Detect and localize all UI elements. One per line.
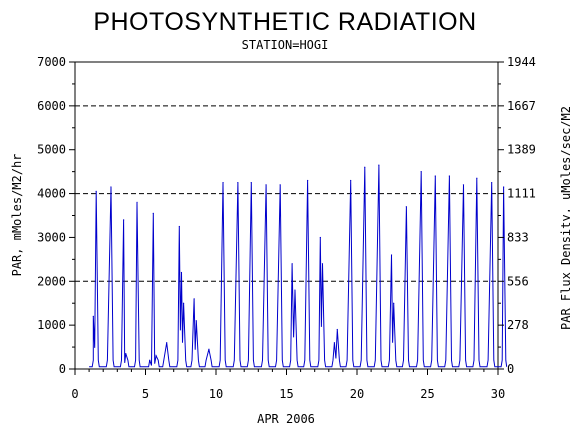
x-axis-label: APR 2006 <box>257 412 315 426</box>
y-tick-label-left: 6000 <box>37 99 66 113</box>
y-axis-label-right: PAR Flux Density, uMoles/sec/M2 <box>559 106 570 330</box>
x-tick-label: 20 <box>350 387 364 401</box>
daily-peak-point <box>307 179 309 182</box>
y-tick-label-left: 4000 <box>37 187 66 201</box>
daily-peak-point <box>180 271 183 274</box>
x-tick-label: 0 <box>71 387 78 401</box>
daily-peak-point <box>294 289 296 291</box>
y-tick-label-right: 1111 <box>507 187 536 201</box>
y-tick-label-left: 1000 <box>37 318 66 332</box>
daily-peak-point <box>491 182 493 184</box>
daily-peak-point <box>476 177 478 179</box>
daily-peak-point <box>110 186 112 188</box>
daily-peak-point <box>390 254 393 256</box>
daily-peak-point <box>448 175 450 177</box>
daily-peak-point <box>250 182 252 184</box>
y-tick-label-left: 5000 <box>37 143 66 157</box>
y-tick-label-right: 833 <box>507 230 529 244</box>
chart-subtitle: STATION=HOGI <box>242 38 329 52</box>
y-axis-label-left: PAR, mMoles/M2/hr <box>10 154 24 277</box>
daily-peak-point <box>279 184 281 186</box>
daily-peak-point <box>319 236 321 239</box>
daily-peak-point <box>178 225 180 228</box>
x-tick-label: 30 <box>491 387 505 401</box>
daily-peak-point <box>364 166 366 168</box>
daily-peak-point <box>125 353 127 355</box>
daily-peak-point <box>152 212 154 214</box>
x-tick-label: 5 <box>142 387 149 401</box>
daily-peak-point <box>378 164 380 166</box>
daily-peak-point <box>155 355 157 357</box>
y-tick-label-right: 1944 <box>507 55 536 69</box>
daily-peak-point <box>350 179 352 182</box>
daily-peak-point <box>434 175 436 177</box>
x-tick-label: 15 <box>279 387 293 401</box>
y-tick-label-right: 278 <box>507 318 529 332</box>
daily-peak-point <box>92 315 94 317</box>
y-tick-label-left: 0 <box>59 362 66 376</box>
daily-peak-point <box>462 184 465 186</box>
daily-peak-point <box>237 182 239 184</box>
daily-peak-point <box>95 190 97 192</box>
daily-peak-point <box>123 219 125 221</box>
daily-peak-point <box>265 184 267 186</box>
y-tick-label-right: 1389 <box>507 143 536 157</box>
daily-peak-point <box>149 359 151 361</box>
daily-peak-point <box>420 171 422 173</box>
daily-peak-point <box>336 328 338 331</box>
daily-peak-point <box>166 342 168 344</box>
daily-peak-point <box>182 302 185 304</box>
series-group <box>89 164 508 368</box>
daily-peak-point <box>321 263 324 265</box>
daily-peak-point <box>393 302 395 304</box>
daily-peak-point <box>136 201 138 203</box>
x-tick-label: 10 <box>209 387 223 401</box>
par-series-line <box>89 165 508 368</box>
x-tick-label: 25 <box>420 387 434 401</box>
daily-peak-point <box>333 342 336 344</box>
gridlines <box>75 105 498 282</box>
y-tick-label-right: 556 <box>507 274 529 288</box>
daily-peak-point <box>208 348 210 350</box>
chart-title: PHOTOSYNTHETIC RADIATION <box>93 8 476 36</box>
daily-peak-point <box>503 186 505 188</box>
axis-ticks: 0 1000 2000 3000 4000 5000 6000 7000 0 278 556 833 1… <box>37 55 536 401</box>
daily-peak-point <box>222 182 224 184</box>
daily-peak-point <box>291 263 293 265</box>
y-tick-label-right: 0 <box>507 362 514 376</box>
daily-peak-point <box>195 320 197 322</box>
y-tick-label-left: 3000 <box>37 230 66 244</box>
y-tick-label-right: 1667 <box>507 99 536 113</box>
y-tick-label-left: 7000 <box>37 55 66 69</box>
y-tick-label-left: 2000 <box>37 274 66 288</box>
daily-peak-point <box>405 206 407 208</box>
daily-peak-point <box>193 298 195 300</box>
